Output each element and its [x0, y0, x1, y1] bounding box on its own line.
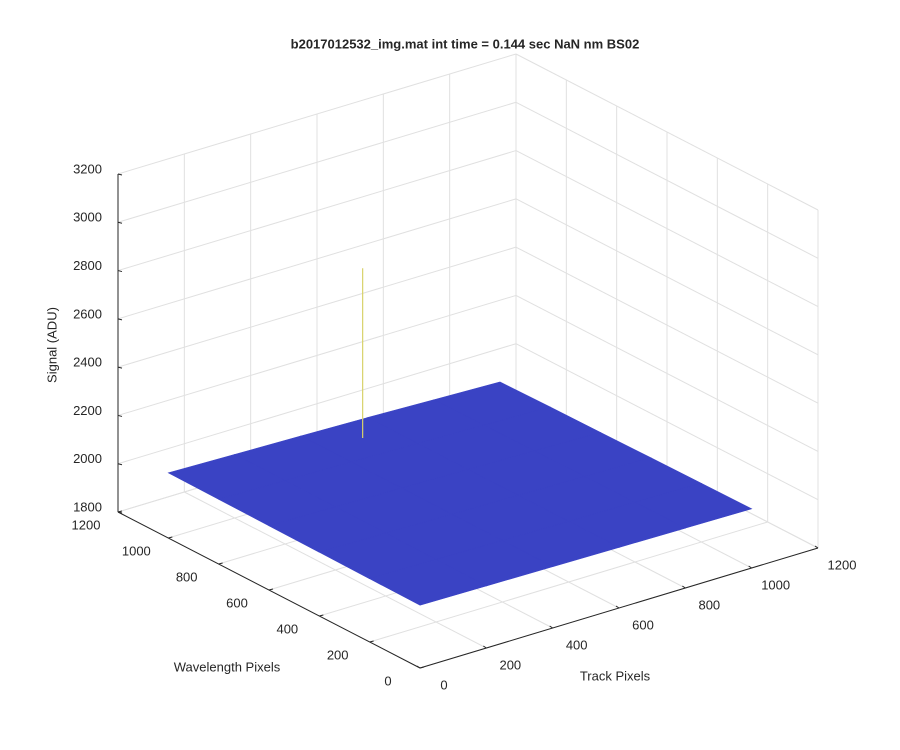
tick-mark [218, 562, 223, 565]
grid-line [515, 198, 819, 356]
tick-mark [682, 585, 686, 589]
surface-patch [368, 559, 488, 606]
grid-line [117, 150, 517, 272]
x-tick-label: 200 [499, 657, 521, 672]
y-tick-label: 1000 [122, 543, 151, 558]
x-tick-label: 600 [632, 617, 654, 632]
tick-mark [615, 605, 620, 609]
y-tick-label: 800 [176, 569, 198, 584]
chart-title: b2017012532_img.mat int time = 0.144 sec… [291, 36, 640, 51]
tick-mark [117, 414, 123, 417]
z-tick-label: 3000 [73, 210, 102, 225]
z-axis-label: Signal (ADU) [44, 307, 59, 383]
y-tick-label: 0 [384, 673, 391, 688]
x-tick-label: 1000 [761, 577, 790, 592]
z-tick-label: 2200 [73, 403, 102, 418]
z-tick-label: 2000 [73, 451, 102, 466]
tick-mark [483, 645, 487, 649]
tick-mark [416, 665, 421, 669]
y-axis-label: Wavelength Pixels [174, 659, 281, 674]
z-tick-label: 1800 [73, 499, 102, 514]
grid-line [117, 246, 517, 368]
x-axis-label: Track Pixels [580, 668, 651, 683]
y-tick-label: 1200 [72, 517, 101, 532]
tick-mark [814, 545, 819, 549]
tick-mark [117, 366, 123, 369]
tick-mark [549, 625, 553, 629]
x-tick-label: 400 [566, 637, 588, 652]
tick-mark [748, 565, 752, 569]
x-tick-label: 800 [698, 597, 720, 612]
grid-line [369, 521, 768, 643]
grid-line [515, 101, 819, 259]
tick-mark [117, 270, 123, 273]
grid-line [117, 53, 517, 175]
grid-line [515, 294, 819, 452]
tick-mark [117, 221, 123, 224]
grid-line [117, 343, 517, 465]
x-tick-label: 1200 [828, 557, 857, 572]
grid-line [117, 101, 517, 223]
x-tick-label: 0 [440, 677, 447, 692]
grid-line [515, 246, 819, 404]
tick-mark [117, 173, 123, 176]
y-tick-label: 400 [276, 621, 298, 636]
z-tick-label: 3200 [73, 161, 102, 176]
y-tick-label: 600 [226, 595, 248, 610]
tick-mark [117, 463, 123, 466]
grid-line [117, 198, 517, 320]
grid-line [515, 343, 819, 501]
tick-mark [419, 666, 425, 669]
y-tick-label: 200 [327, 647, 349, 662]
grid-line [515, 53, 819, 211]
tick-mark [168, 536, 173, 539]
z-tick-label: 2800 [73, 258, 102, 273]
tick-mark [117, 318, 123, 321]
grid-line [117, 294, 517, 416]
tick-mark [268, 588, 274, 591]
z-tick-label: 2400 [73, 355, 102, 370]
tick-mark [319, 614, 324, 617]
grid-line [515, 150, 819, 308]
z-tick-label: 2600 [73, 306, 102, 321]
tick-mark [117, 511, 123, 514]
tick-mark [369, 640, 374, 643]
